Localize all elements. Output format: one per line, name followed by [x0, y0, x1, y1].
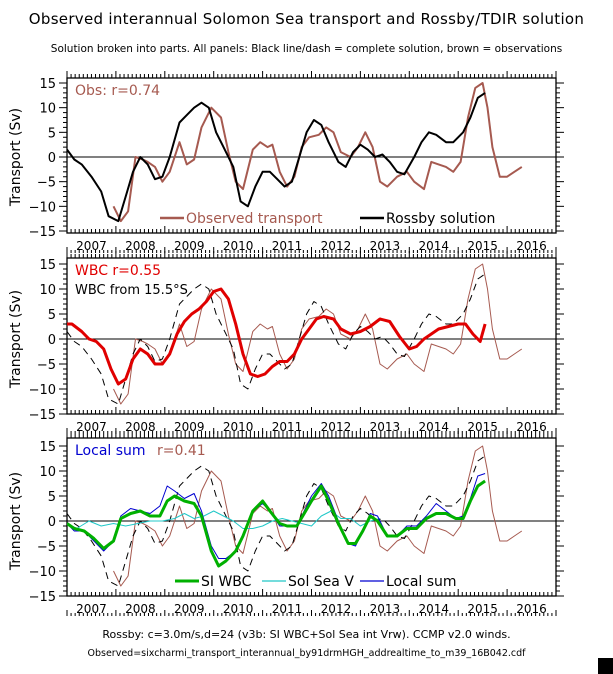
x-tick-label: 2011 [272, 420, 303, 434]
y-axis-label: Transport (Sv) [8, 108, 24, 207]
x-tick-label: 2014 [418, 420, 449, 434]
x-tick-label: 2008 [125, 602, 156, 616]
legend-label: Local sum [386, 574, 457, 590]
y-tick-label: 5 [48, 490, 56, 505]
y-tick-label: −15 [29, 225, 56, 240]
legend-label: SI WBC [201, 574, 252, 590]
series-sol-sea-v [67, 510, 381, 529]
x-tick-label: 2015 [467, 602, 498, 616]
x-tick-label: 2009 [174, 239, 205, 253]
x-tick-label: 2015 [467, 239, 498, 253]
panel-top: 15 10 5 0 −5 −10 −15 Transport (Sv) 2007 2008 2009… [8, 71, 564, 253]
x-tick-label: 2013 [370, 420, 401, 434]
panel-annotation-2: r=0.41 [157, 443, 206, 459]
x-tick-label: 2008 [125, 420, 156, 434]
x-tick-label: 2012 [321, 239, 352, 253]
y-tick-label: 5 [48, 126, 56, 141]
panel-annotation-2: WBC from 15.5°S [75, 283, 188, 298]
panel-annotation: Local sum [75, 443, 146, 459]
series-observed-transport [113, 263, 523, 405]
x-tick-label: 2008 [125, 239, 156, 253]
x-tick-label: 2011 [272, 602, 303, 616]
y-tick-label: −10 [29, 565, 56, 580]
y-tick-label: −10 [29, 383, 56, 398]
x-tick-label: 2007 [76, 602, 107, 616]
x-tick-label: 2009 [174, 602, 205, 616]
x-tick-label: 2013 [370, 602, 401, 616]
x-tick-label: 2016 [516, 239, 547, 253]
series-wbc [67, 287, 487, 386]
x-tick-label: 2016 [516, 602, 547, 616]
y-tick-label: 0 [48, 515, 56, 530]
footer-observed-file: Observed=sixcharmi_transport_interannual… [87, 648, 526, 659]
series-si-wbc [67, 479, 486, 568]
x-tick-label: 2012 [321, 602, 352, 616]
x-tick-label: 2016 [516, 420, 547, 434]
y-tick-label: −5 [37, 540, 56, 555]
panel-annotation: WBC r=0.55 [75, 263, 161, 279]
y-tick-label: 10 [39, 102, 56, 117]
y-tick-label: 10 [39, 465, 56, 480]
x-tick-label: 2013 [370, 239, 401, 253]
chart-title: Observed interannual Solomon Sea transpo… [28, 10, 585, 28]
panel-annotation: Obs: r=0.74 [75, 83, 160, 99]
x-tick-label: 2014 [418, 239, 449, 253]
x-tick-label: 2010 [223, 420, 254, 434]
x-tick-label: 2011 [272, 239, 303, 253]
plot-frame [66, 437, 557, 597]
x-tick-label: 2010 [223, 239, 254, 253]
y-tick-label: 15 [39, 77, 56, 92]
x-tick-label: 2015 [467, 420, 498, 434]
x-tick-label: 2012 [321, 420, 352, 434]
y-tick-label: −10 [29, 200, 56, 215]
y-tick-label: −15 [29, 408, 56, 423]
series-observed-transport [113, 445, 523, 587]
y-tick-label: 0 [48, 333, 56, 348]
legend-label: Sol Sea V [288, 574, 354, 590]
y-axis-label: Transport (Sv) [8, 290, 24, 389]
x-tick-label: 2009 [174, 420, 205, 434]
y-tick-label: 15 [39, 440, 56, 455]
legend-label: Observed transport [186, 211, 323, 227]
y-axis-label: Transport (Sv) [8, 472, 24, 571]
panel-middle: 15 10 5 0 −5 −10 −15 Transport (Sv) 2007 2008 2009… [8, 251, 564, 434]
series-rossby-solution [67, 455, 486, 587]
plot-frame [66, 77, 557, 234]
y-tick-label: 5 [48, 308, 56, 323]
series-observed-transport [112, 82, 523, 223]
legend-label: Rossby solution [386, 211, 495, 227]
x-tick-label: 2007 [76, 239, 107, 253]
y-tick-label: 10 [39, 283, 56, 298]
y-tick-label: −5 [37, 176, 56, 191]
x-tick-label: 2014 [418, 602, 449, 616]
y-tick-label: −15 [29, 590, 56, 605]
y-tick-label: −5 [37, 358, 56, 373]
x-tick-label: 2007 [76, 420, 107, 434]
series-rossby-solution [67, 92, 486, 223]
footer-rossby-params: Rossby: c=3.0m/s,d=24 (v3b: SI WBC+Sol S… [102, 628, 511, 641]
y-tick-label: 15 [39, 258, 56, 273]
corner-marker [598, 658, 613, 674]
panel-bottom: 15 10 5 0 −5 −10 −15 Transport (Sv) 2007 2008 2009… [8, 431, 564, 616]
y-tick-label: 0 [48, 151, 56, 166]
chart-subtitle: Solution broken into parts. All panels: … [50, 43, 563, 55]
x-tick-label: 2010 [223, 602, 254, 616]
